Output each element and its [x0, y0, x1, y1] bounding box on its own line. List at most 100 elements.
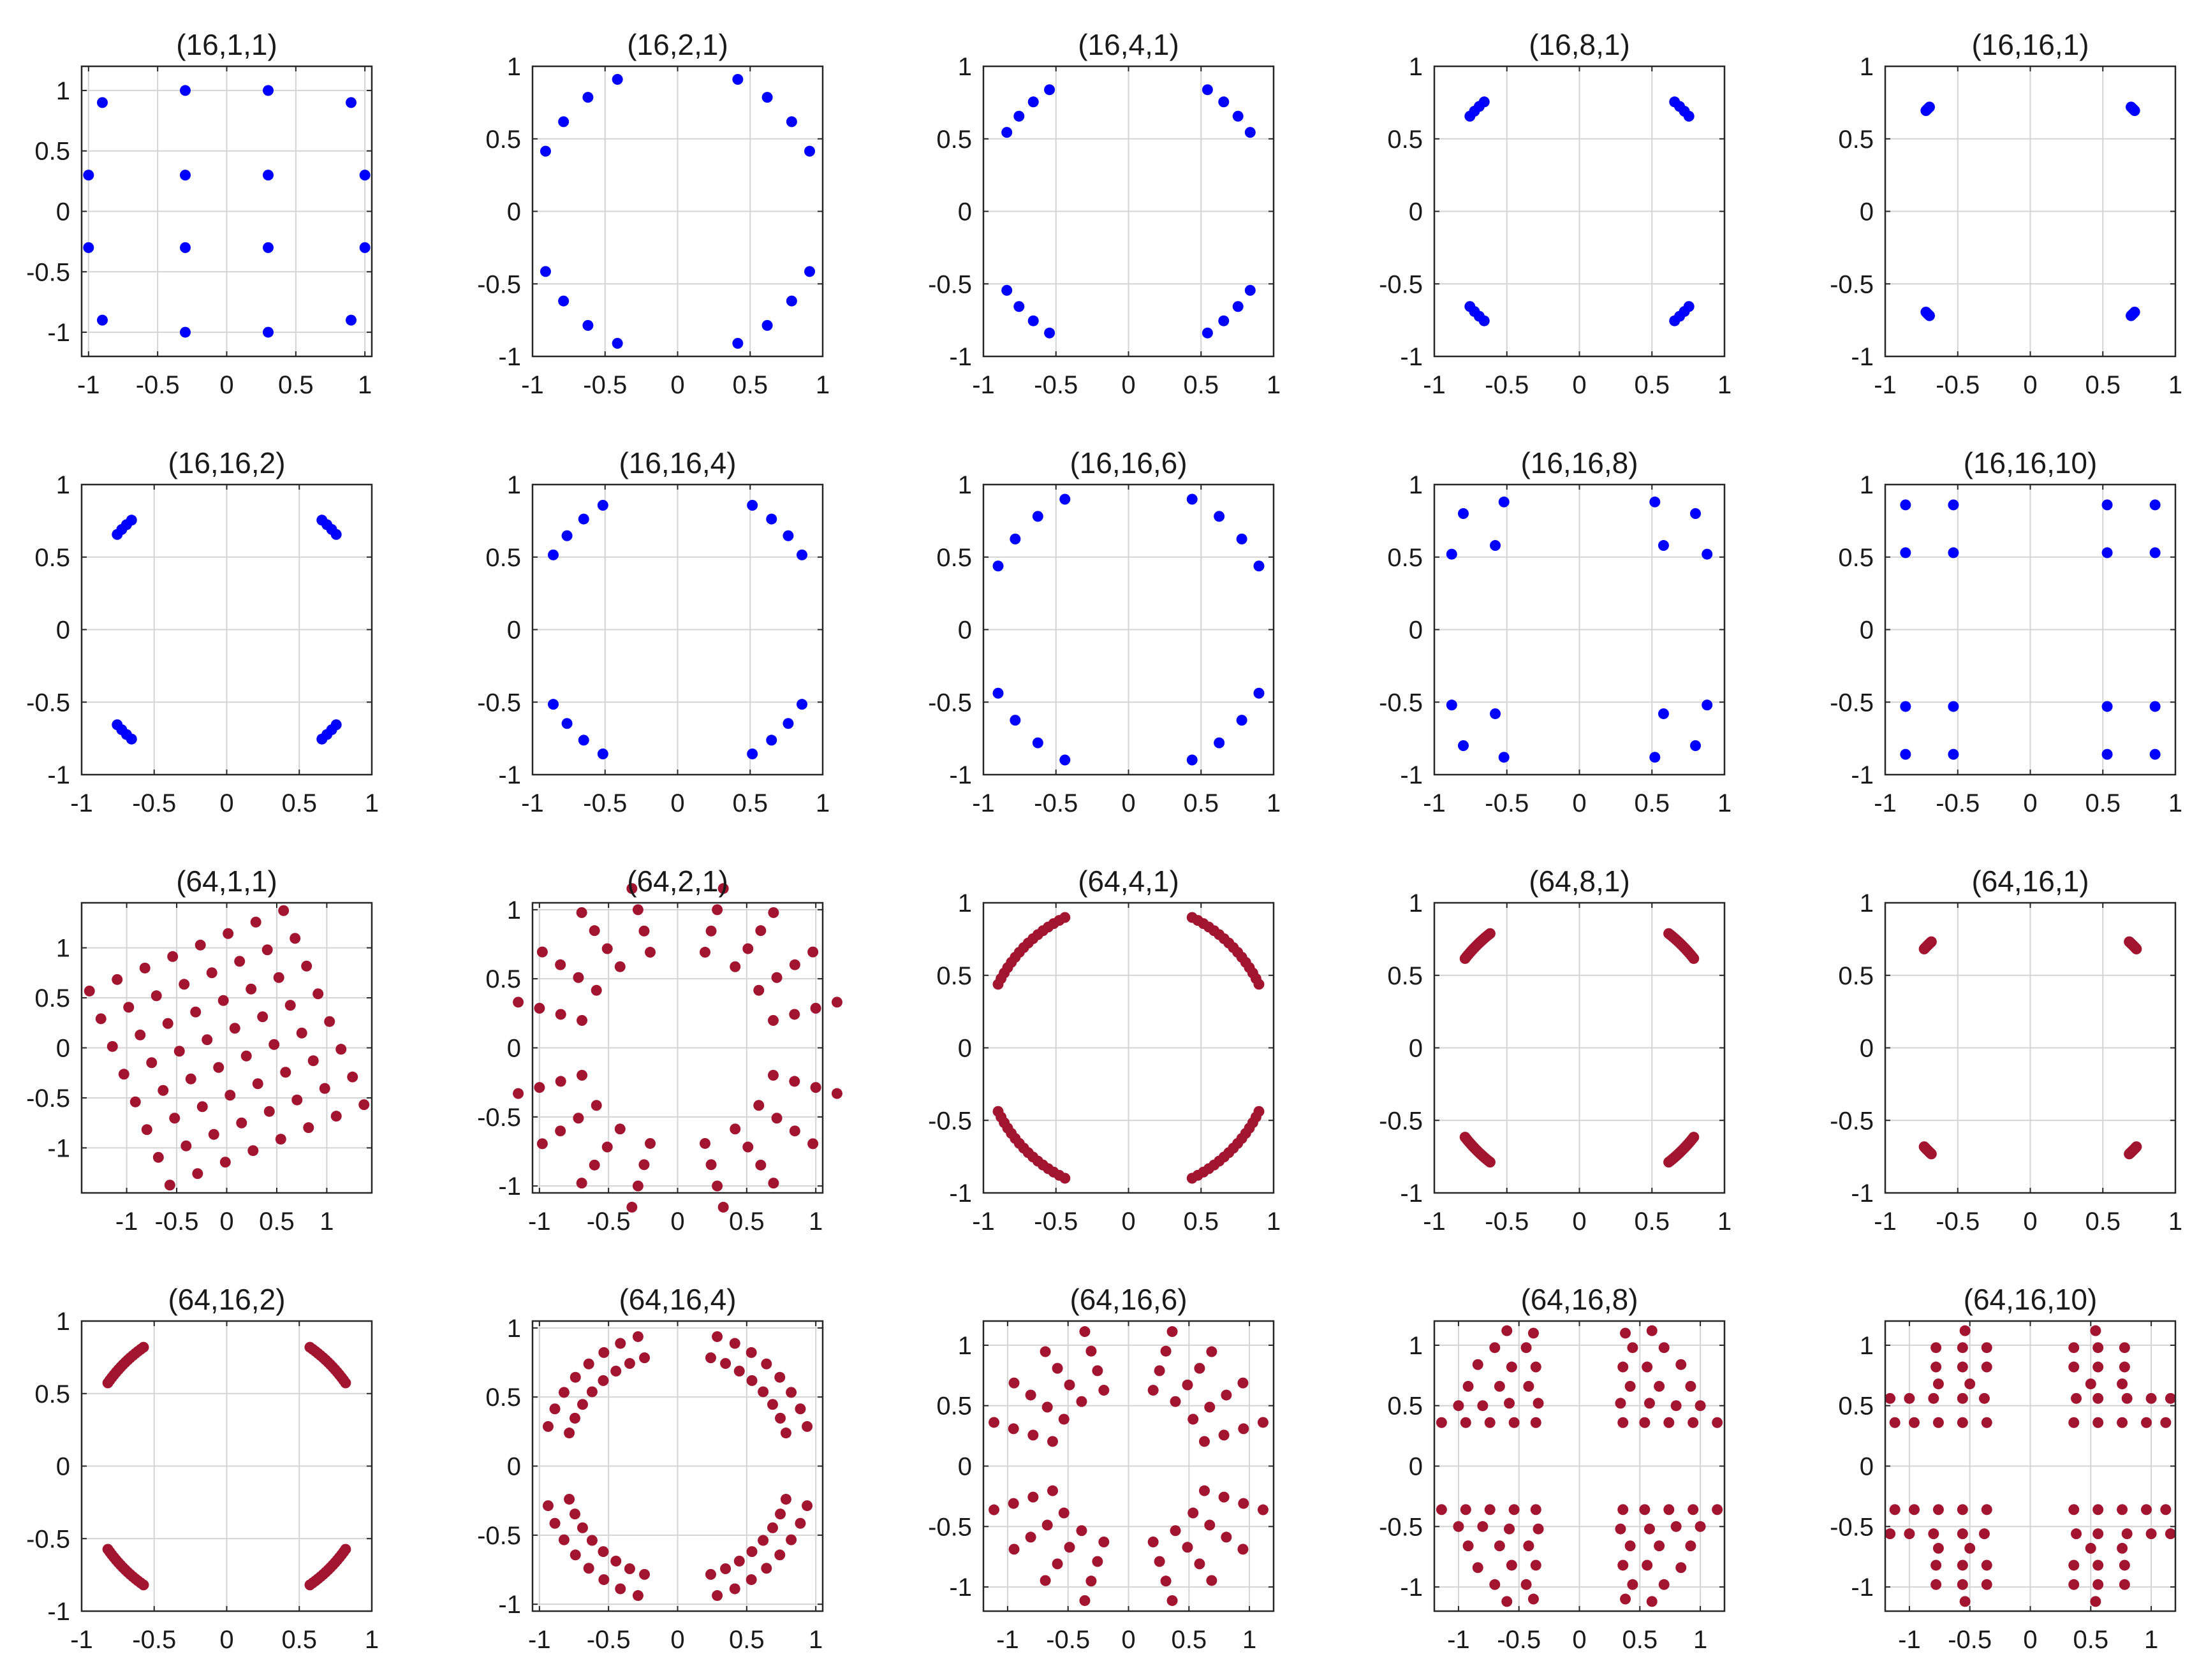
data-point	[1670, 1521, 1682, 1532]
data-point	[768, 1178, 779, 1189]
data-point	[1490, 708, 1501, 719]
subplot-title: (16,16,8)	[1520, 446, 1638, 479]
data-point	[2124, 936, 2135, 947]
y-tick-label: -0.5	[928, 1107, 972, 1135]
axes-frame	[531, 1320, 824, 1612]
axes-frame	[80, 483, 373, 776]
data-point	[1957, 1417, 1968, 1428]
data-point	[2090, 1596, 2101, 1607]
x-tick-label: -1	[1423, 789, 1446, 817]
subplot-title: (64,4,1)	[1078, 865, 1179, 898]
data-point	[612, 338, 623, 349]
data-point	[576, 1178, 587, 1189]
data-point	[598, 1546, 609, 1558]
data-point	[1978, 1528, 1990, 1540]
data-point	[561, 718, 573, 729]
subplot-1: -1 -0.5 0 0.5 1 -1 -0.5 0 0.5 1 (16,1,1)	[26, 28, 373, 399]
data-point	[597, 499, 608, 511]
y-tick-label: 0.5	[485, 544, 521, 572]
data-point	[162, 1018, 173, 1029]
data-point	[278, 905, 290, 916]
x-tick-label: -0.5	[1485, 371, 1529, 399]
x-tick-label: -1	[528, 1626, 551, 1654]
data-point	[2071, 1528, 2082, 1540]
data-point	[1904, 1528, 1915, 1540]
data-point	[2119, 1579, 2130, 1590]
data-point	[780, 1493, 791, 1505]
data-point	[610, 1365, 622, 1377]
x-tick-label: -0.5	[1936, 789, 1980, 817]
data-point	[2129, 307, 2140, 318]
data-point	[118, 1069, 129, 1080]
data-point	[347, 1071, 358, 1083]
subplot-title: (64,16,2)	[168, 1283, 285, 1316]
data-point	[359, 170, 371, 181]
data-point	[1533, 1398, 1544, 1409]
data-point	[1523, 1380, 1534, 1392]
y-tick-label: 1	[958, 1332, 972, 1360]
data-point	[1199, 1485, 1210, 1496]
data-point	[573, 1113, 584, 1124]
x-tick-label: -1	[1874, 789, 1897, 817]
x-tick-label: 1	[1693, 1626, 1707, 1654]
data-point	[1098, 1384, 1110, 1396]
x-tick-label: 0.5	[2073, 1626, 2108, 1654]
data-point	[1627, 1579, 1638, 1590]
x-tick-label: 0	[1572, 371, 1586, 399]
y-tick-label: -0.5	[477, 1104, 521, 1132]
data-point	[1458, 740, 1469, 751]
data-point	[601, 1141, 613, 1153]
data-series	[992, 493, 1265, 766]
x-tick-label: 1	[2144, 1626, 2158, 1654]
data-point	[1957, 1361, 1968, 1373]
data-point	[1530, 1504, 1541, 1516]
data-point	[802, 1421, 813, 1432]
x-tick-label: 1	[365, 1626, 379, 1654]
data-point	[807, 946, 819, 958]
data-point	[152, 1151, 164, 1163]
data-point	[564, 1428, 575, 1439]
data-point	[2117, 1542, 2128, 1554]
data-point	[1025, 1531, 1036, 1543]
subplot-4: -1 -0.5 0 0.5 1 -1 -0.5 0 0.5 1 (16,8,1)	[1379, 28, 1732, 399]
data-point	[261, 944, 273, 956]
data-point	[1446, 699, 1457, 711]
data-point	[1460, 1504, 1471, 1516]
data-point	[304, 1341, 316, 1353]
data-point	[586, 1535, 598, 1546]
data-point	[291, 1094, 303, 1106]
data-point	[1459, 953, 1471, 964]
data-point	[1186, 754, 1198, 766]
x-tick-label: -0.5	[132, 789, 176, 817]
data-point	[1959, 1325, 1971, 1336]
data-point	[705, 1352, 716, 1364]
y-tick-label: -1	[498, 1591, 521, 1619]
data-point	[1166, 1595, 1178, 1606]
data-point	[1981, 1342, 1992, 1354]
data-point	[2101, 499, 2113, 511]
data-point	[1464, 110, 1476, 122]
x-tick-label: 0	[670, 371, 684, 399]
data-point	[1624, 1380, 1636, 1392]
y-tick-label: 1	[56, 77, 70, 105]
x-tick-label: 0.5	[2085, 371, 2121, 399]
data-point	[767, 1399, 779, 1410]
subplot-title: (64,2,1)	[627, 865, 728, 898]
data-point	[1663, 1504, 1675, 1516]
subplot-16: -1 -0.5 0 0.5 1 -1 -0.5 0 0.5 1 (64,16,2)	[26, 1283, 379, 1654]
y-tick-label: -0.5	[1379, 689, 1423, 717]
axes-frame	[982, 483, 1275, 776]
data-series	[112, 515, 342, 745]
x-tick-label: 0.5	[729, 1208, 765, 1236]
data-point	[598, 1375, 609, 1386]
x-tick-label: 0	[2023, 789, 2037, 817]
data-point	[1170, 1396, 1181, 1407]
data-point	[97, 314, 108, 326]
data-point	[1460, 1417, 1471, 1428]
subplot-19: -1 -0.5 0 0.5 1 -1 -0.5 0 0.5 1 (64,16,8)	[1379, 1283, 1726, 1654]
data-point	[1683, 301, 1695, 312]
y-tick-label: -0.5	[1379, 1513, 1423, 1541]
x-tick-label: 0.5	[1634, 371, 1670, 399]
data-point	[632, 904, 643, 916]
data-point	[2149, 547, 2161, 559]
